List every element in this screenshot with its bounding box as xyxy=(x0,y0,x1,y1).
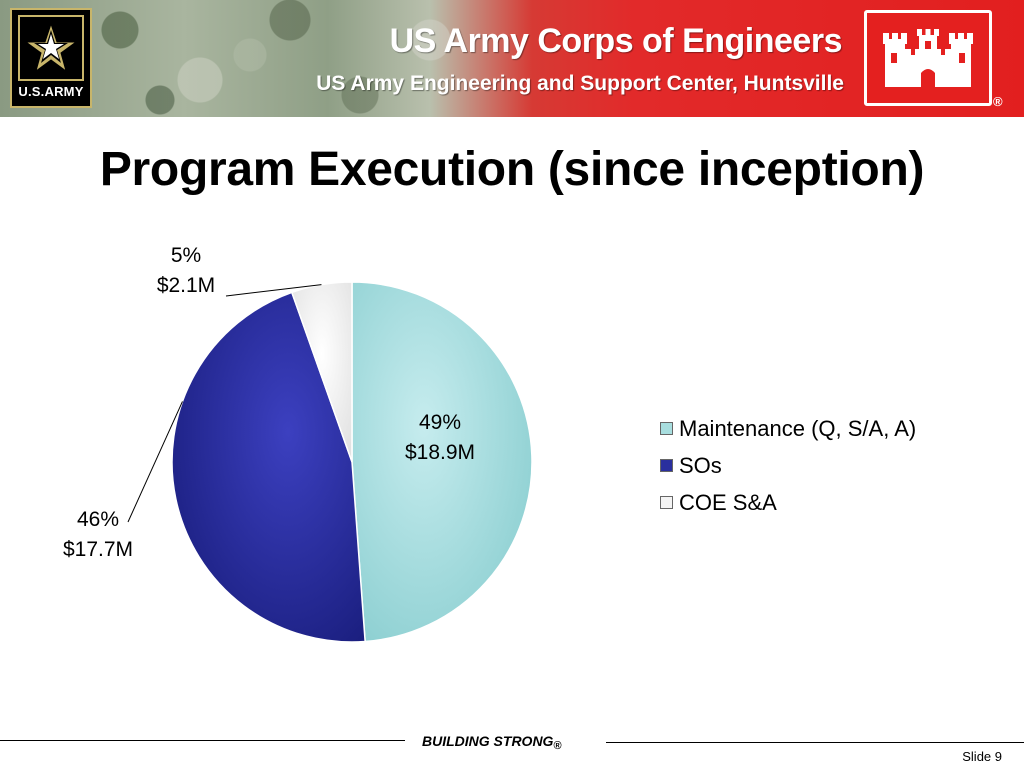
castle-icon xyxy=(883,29,973,87)
chart-legend: Maintenance (Q, S/A, A) SOs COE S&A xyxy=(660,410,916,521)
pie-slice-sos xyxy=(171,291,366,643)
slide-number: Slide 9 xyxy=(962,749,1002,764)
legend-label-sos: SOs xyxy=(679,452,722,478)
legend-item-sos: SOs xyxy=(660,447,916,484)
footer-brand-text: BUILDING STRONG xyxy=(422,733,554,749)
leader-line-sos xyxy=(127,401,183,523)
footer-brand: BUILDING STRONG® xyxy=(422,733,562,752)
org-title: US Army Corps of Engineers xyxy=(389,22,843,60)
footer-divider-left xyxy=(0,740,405,741)
slide-title: Program Execution (since inception) xyxy=(99,143,925,196)
star-icon xyxy=(24,22,78,73)
pie-chart: 49% $18.9M 46% $17.7M 5% $2.1M xyxy=(63,244,533,643)
army-logo-text: U.S.ARMY xyxy=(18,84,84,99)
footer-divider-right xyxy=(606,742,1024,743)
data-label-percent-coe: 5% xyxy=(171,244,201,267)
legend-swatch-coe xyxy=(660,496,673,509)
data-label-value-sos: $17.7M xyxy=(63,538,133,561)
legend-swatch-maintenance xyxy=(660,422,673,435)
data-label-percent-sos: 46% xyxy=(77,508,119,531)
pie-slice-maintenance xyxy=(351,281,533,643)
corps-castle-logo xyxy=(864,10,992,106)
data-label-value-maintenance: $18.9M xyxy=(405,441,475,464)
camo-pattern xyxy=(0,0,560,117)
legend-label-coe: COE S&A xyxy=(679,489,777,515)
footer-reg-mark: ® xyxy=(553,740,562,752)
legend-swatch-sos xyxy=(660,459,673,472)
org-subtitle: US Army Engineering and Support Center, … xyxy=(316,72,844,95)
data-label-percent-maintenance: 49% xyxy=(419,411,461,434)
army-star-frame xyxy=(18,15,84,81)
legend-label-maintenance: Maintenance (Q, S/A, A) xyxy=(679,415,917,441)
data-label-value-coe: $2.1M xyxy=(157,274,215,297)
us-army-logo: U.S.ARMY xyxy=(10,8,92,108)
header-banner: U.S.ARMY US Army Corps of Engineers US A… xyxy=(0,0,1024,117)
registered-mark: ® xyxy=(993,94,1003,109)
legend-item-maintenance: Maintenance (Q, S/A, A) xyxy=(660,410,916,447)
legend-item-coe: COE S&A xyxy=(660,484,916,521)
leader-line-coe xyxy=(225,284,322,297)
